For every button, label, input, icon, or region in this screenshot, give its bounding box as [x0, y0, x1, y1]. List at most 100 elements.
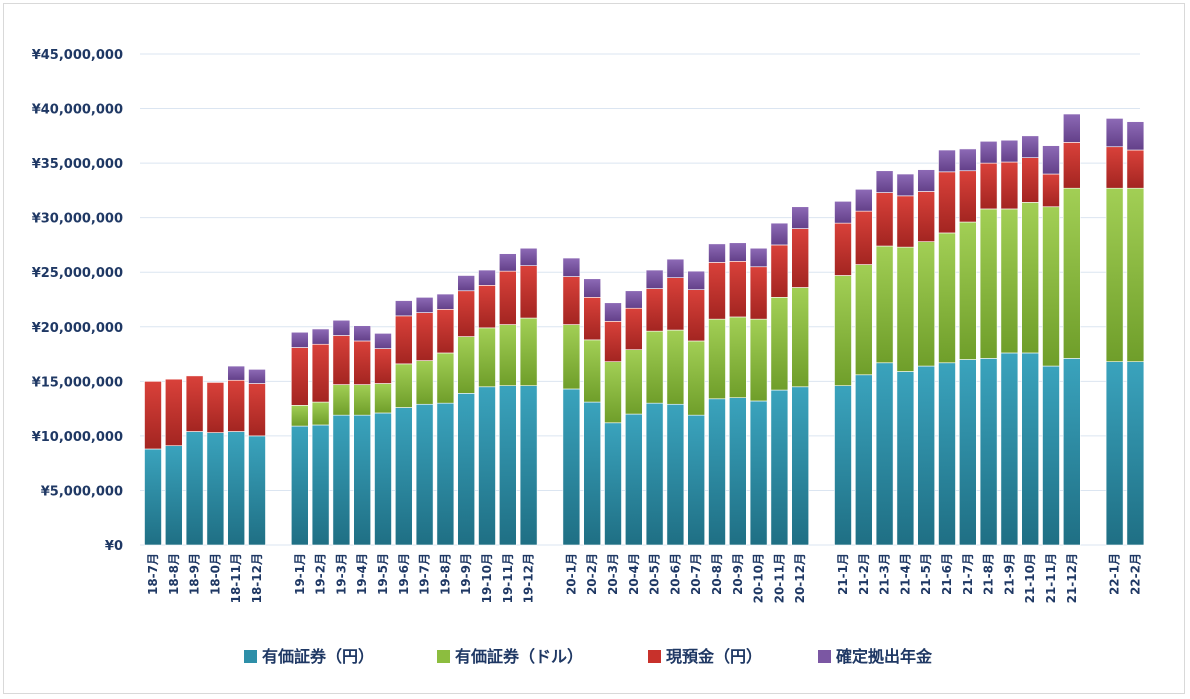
bar-segment: [290, 331, 309, 348]
x-tick-label: 21-5月: [919, 553, 933, 595]
y-tick-label: ¥0: [105, 539, 123, 554]
x-tick-label: 18-7月: [146, 553, 160, 595]
y-tick-label: ¥30,000,000: [32, 212, 123, 227]
bar-segment: [478, 285, 496, 329]
x-tick-label: 20-2月: [585, 553, 599, 595]
bar-segment: [917, 191, 936, 242]
x-tick-label: 21-4月: [898, 553, 912, 595]
y-tick-label: ¥20,000,000: [32, 321, 123, 336]
legend-swatch: [244, 650, 257, 663]
x-tick-label: 18-12月: [250, 553, 264, 603]
bar-segment: [666, 329, 685, 405]
bar-segment: [165, 378, 183, 447]
x-tick-label: 19-5月: [376, 553, 390, 595]
bar-segment: [728, 242, 747, 262]
x-tick-label: 21-3月: [878, 553, 892, 595]
x-tick-label: 20-3月: [606, 553, 620, 595]
y-tick-label: ¥45,000,000: [32, 48, 123, 63]
bar-segment: [604, 321, 622, 362]
bar-segment: [1105, 118, 1124, 148]
bar-segment: [311, 424, 330, 546]
bar-segment: [394, 407, 413, 546]
bar-segment: [519, 385, 538, 546]
x-tick-label: 21-9月: [1002, 553, 1016, 595]
bar-segment: [791, 228, 810, 288]
bar-segment: [791, 386, 810, 546]
legend-item: 現預金（円）: [648, 647, 762, 666]
bar-segment: [1063, 113, 1081, 143]
bar-segment: [583, 339, 602, 403]
x-tick-label: 20-5月: [648, 553, 662, 595]
bar-segment: [1042, 173, 1060, 208]
x-tick-label: 19-4月: [355, 553, 369, 595]
bar-segment: [834, 222, 852, 276]
bar-segment: [938, 149, 956, 173]
bar-segment: [436, 352, 455, 404]
x-tick-label: 20-4月: [627, 553, 641, 595]
x-tick-label: 21-10月: [1023, 553, 1037, 603]
bar-segment: [1021, 135, 1040, 158]
bar-segment: [854, 374, 873, 546]
legend: 有価証券（円） 有価証券（ドル） 現預金（円） 確定拠出年金: [244, 647, 933, 666]
bar-segment: [415, 312, 434, 361]
bar-segment: [374, 412, 392, 546]
bar-segment: [624, 349, 643, 415]
bar-segment: [896, 195, 915, 248]
x-tick-label: 20-9月: [731, 553, 745, 595]
bar-segment: [415, 360, 434, 405]
bar-segment: [311, 343, 330, 403]
x-tick-label: 18-9月: [188, 553, 202, 595]
bar-segment: [227, 365, 245, 381]
bar-segment: [728, 397, 747, 546]
bar-segment: [1042, 206, 1060, 367]
bar-segment: [562, 257, 581, 277]
bar-segment: [206, 432, 225, 546]
bar-segment: [498, 253, 517, 272]
bar-segment: [165, 445, 183, 546]
bar-segment: [1000, 208, 1019, 354]
x-tick-label: 20-1月: [564, 553, 578, 595]
x-tick-label: 20-10月: [752, 553, 766, 603]
bar-segment: [332, 414, 351, 546]
bar-segment: [854, 264, 873, 376]
y-tick-label: ¥35,000,000: [32, 157, 123, 172]
bar-segment: [1000, 352, 1019, 546]
bar-segment: [227, 379, 245, 432]
x-tick-label: 21-7月: [961, 553, 975, 595]
bar-segment: [227, 431, 245, 546]
bar-segment: [311, 401, 330, 426]
bar-segment: [875, 192, 894, 247]
bar-segment: [749, 318, 768, 402]
bar-segment: [478, 386, 496, 546]
legend-swatch: [437, 650, 450, 663]
bar-segment: [457, 393, 476, 546]
bar-segment: [749, 247, 768, 268]
bar-segment: [917, 241, 936, 367]
x-tick-label: 21-1月: [836, 553, 850, 595]
bar-segment: [728, 261, 747, 318]
bar-segment: [290, 347, 309, 406]
bar-segment: [394, 315, 413, 365]
bar-segment: [770, 244, 789, 298]
bar-segment: [1063, 358, 1081, 546]
x-tick-label: 22-1月: [1108, 553, 1122, 595]
bar-segment: [1105, 146, 1124, 189]
bar-segment: [958, 148, 977, 172]
x-tick-label: 20-6月: [668, 553, 682, 595]
bar-segment: [687, 270, 706, 290]
bar-segment: [248, 383, 266, 437]
legend-label: 有価証券（円）: [262, 647, 374, 666]
legend-swatch: [818, 650, 831, 663]
bar-segment: [353, 325, 372, 342]
bar-segment: [185, 431, 204, 546]
bar-segment: [896, 173, 915, 197]
bar-segment: [666, 258, 685, 278]
legend-item: 有価証券（円）: [244, 647, 374, 666]
legend-item: 有価証券（ドル）: [437, 647, 583, 666]
y-tick-label: ¥5,000,000: [41, 484, 123, 499]
bar-segment: [519, 265, 538, 319]
x-tick-label: 19-10月: [480, 553, 494, 603]
y-tick-label: ¥10,000,000: [32, 430, 123, 445]
bar-segment: [332, 335, 351, 385]
